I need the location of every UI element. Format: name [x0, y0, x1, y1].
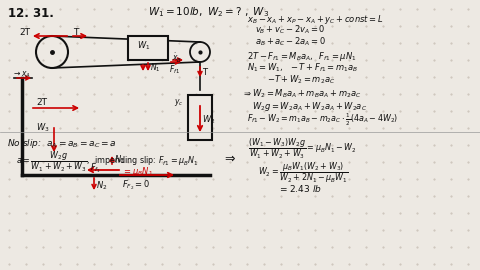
Text: $-T + W_2 = m_2 a_C$: $-T + W_2 = m_2 a_C$ — [267, 74, 336, 86]
Text: $W_1$: $W_1$ — [137, 40, 150, 52]
Text: $N_1$: $N_1$ — [150, 61, 161, 73]
Text: $\dfrac{(W_1-W_3)W_2 g}{W_1+W_2+W_3} = \mu_B N_1 - W_2$: $\dfrac{(W_1-W_3)W_2 g}{W_1+W_2+W_3} = \… — [248, 137, 357, 161]
Text: 2T: 2T — [19, 28, 30, 37]
Text: T: T — [73, 28, 78, 37]
Bar — [188, 95, 212, 140]
Text: $W_1 = 10lb,\ W_2 = ?\ ,\ W_3$: $W_1 = 10lb,\ W_2 = ?\ ,\ W_3$ — [148, 5, 269, 19]
Text: $W_2 g = W_2 a_A + W_2 a_A + W_2 a_C$: $W_2 g = W_2 a_A + W_2 a_A + W_2 a_C$ — [252, 100, 367, 113]
Text: $a_B + a_C - 2a_A = 0$: $a_B + a_C - 2a_A = 0$ — [255, 35, 326, 48]
Text: $F_{f1} - W_2 = m_1 a_B - m_2 a_C \cdot \frac{1}{2}(4a_A - 4W_2)$: $F_{f1} - W_2 = m_1 a_B - m_2 a_C \cdot … — [247, 112, 398, 128]
Text: $\dot{x}_B$: $\dot{x}_B$ — [172, 52, 182, 65]
Text: $x_B - x_A + x_P - x_A + y_C + const = L$: $x_B - x_A + x_P - x_A + y_C + const = L… — [247, 13, 384, 26]
Text: $v_B + v_C - 2v_A = 0$: $v_B + v_C - 2v_A = 0$ — [255, 24, 325, 36]
Text: $F_{f_1}$: $F_{f_1}$ — [90, 161, 101, 174]
Text: $a = \dfrac{W_2 g}{W_1+W_2+W_3}$,  impending slip: $F_{f1} = \mu_B N_1$: $a = \dfrac{W_2 g}{W_1+W_2+W_3}$, impend… — [16, 150, 199, 174]
Text: $= 2.43\ lb$: $= 2.43\ lb$ — [278, 183, 322, 194]
Text: $= \mu_B N_1$: $= \mu_B N_1$ — [122, 165, 153, 178]
Text: $\rightarrow x_A$: $\rightarrow x_A$ — [12, 69, 31, 79]
Text: $y_c$: $y_c$ — [174, 97, 183, 108]
Text: $N_2$: $N_2$ — [96, 180, 108, 193]
Text: $W_2 = \dfrac{\mu_B W_1(W_2+W_3)}{W_2+2N_1-\mu_B W_1}$: $W_2 = \dfrac{\mu_B W_1(W_2+W_3)}{W_2+2N… — [258, 160, 348, 184]
Text: $N_1 = W_1, \;\; -T + F_{f1} = m_1 a_B$: $N_1 = W_1, \;\; -T + F_{f1} = m_1 a_B$ — [247, 62, 359, 75]
Text: $W_2$: $W_2$ — [202, 113, 216, 126]
Text: $\Rightarrow W_2 = M_B a_A + m_B a_A + m_2 a_C$: $\Rightarrow W_2 = M_B a_A + m_B a_A + m… — [242, 88, 361, 100]
Text: T: T — [202, 68, 207, 77]
Text: $F_{F_2}=0$: $F_{F_2}=0$ — [122, 178, 150, 191]
Text: $2T - F_{f1} = M_B a_A, \;\; F_{f1} = \mu N_1$: $2T - F_{f1} = M_B a_A, \;\; F_{f1} = \m… — [247, 50, 357, 63]
Bar — [128, 36, 168, 60]
Text: $N_1$: $N_1$ — [114, 153, 125, 166]
Text: 2T: 2T — [36, 98, 47, 107]
Text: $\Rightarrow$: $\Rightarrow$ — [222, 152, 236, 165]
Text: $W_3$: $W_3$ — [36, 122, 49, 134]
Text: 12. 31.: 12. 31. — [8, 7, 54, 20]
Text: $F_{f1}$: $F_{f1}$ — [169, 64, 180, 76]
Text: No slip:  $a_A = a_B = a_C = a$: No slip: $a_A = a_B = a_C = a$ — [7, 137, 117, 150]
